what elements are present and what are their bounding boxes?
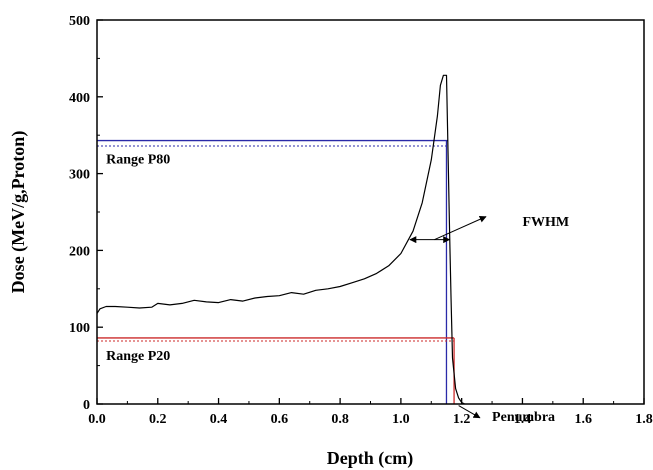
x-tick-label: 0.8 <box>331 412 349 427</box>
annotation-2: FWHM <box>522 215 569 230</box>
plot-frame <box>96 19 645 405</box>
y-tick-label: 400 <box>69 91 90 106</box>
series-line-0 <box>96 74 465 405</box>
y-axis-title: Dose (MeV/g,Proton) <box>8 131 29 294</box>
x-tick-label: 1.0 <box>392 412 410 427</box>
annotation-3: Penumbra <box>492 410 555 425</box>
y-tick-label: 300 <box>69 168 90 183</box>
annotation-1: Range P20 <box>106 349 170 364</box>
x-tick-label: 1.4 <box>514 412 532 427</box>
series-layer <box>96 74 465 405</box>
y-tick-label: 0 <box>83 398 90 413</box>
x-axis-title: Depth (cm) <box>327 448 413 469</box>
x-tick-label: 0.2 <box>149 412 167 427</box>
x-tick-label: 0.4 <box>210 412 228 427</box>
penumbra-arrow <box>458 405 481 419</box>
y-tick-label: 200 <box>69 244 90 259</box>
annotation-0: Range P80 <box>106 153 170 168</box>
axis-ticks: 0.0 0.2 0.4 0.6 0.8 1.0 1.2 1.4 1.6 1.8 0 100 200 300… <box>69 14 653 427</box>
x-tick-label: 1.6 <box>574 412 592 427</box>
y-tick-label: 100 <box>69 321 90 336</box>
x-tick-label: 0.6 <box>271 412 289 427</box>
reference-lines <box>97 139 455 404</box>
annotations: Range P80 Range P20 FWHM Penumbra <box>106 153 569 425</box>
x-tick-label: 0.0 <box>88 412 106 427</box>
x-tick-label: 1.8 <box>635 412 653 427</box>
y-tick-label: 500 <box>69 14 90 29</box>
x-tick-label: 1.2 <box>453 412 471 427</box>
fwhm-pointer-arrow <box>434 215 487 241</box>
